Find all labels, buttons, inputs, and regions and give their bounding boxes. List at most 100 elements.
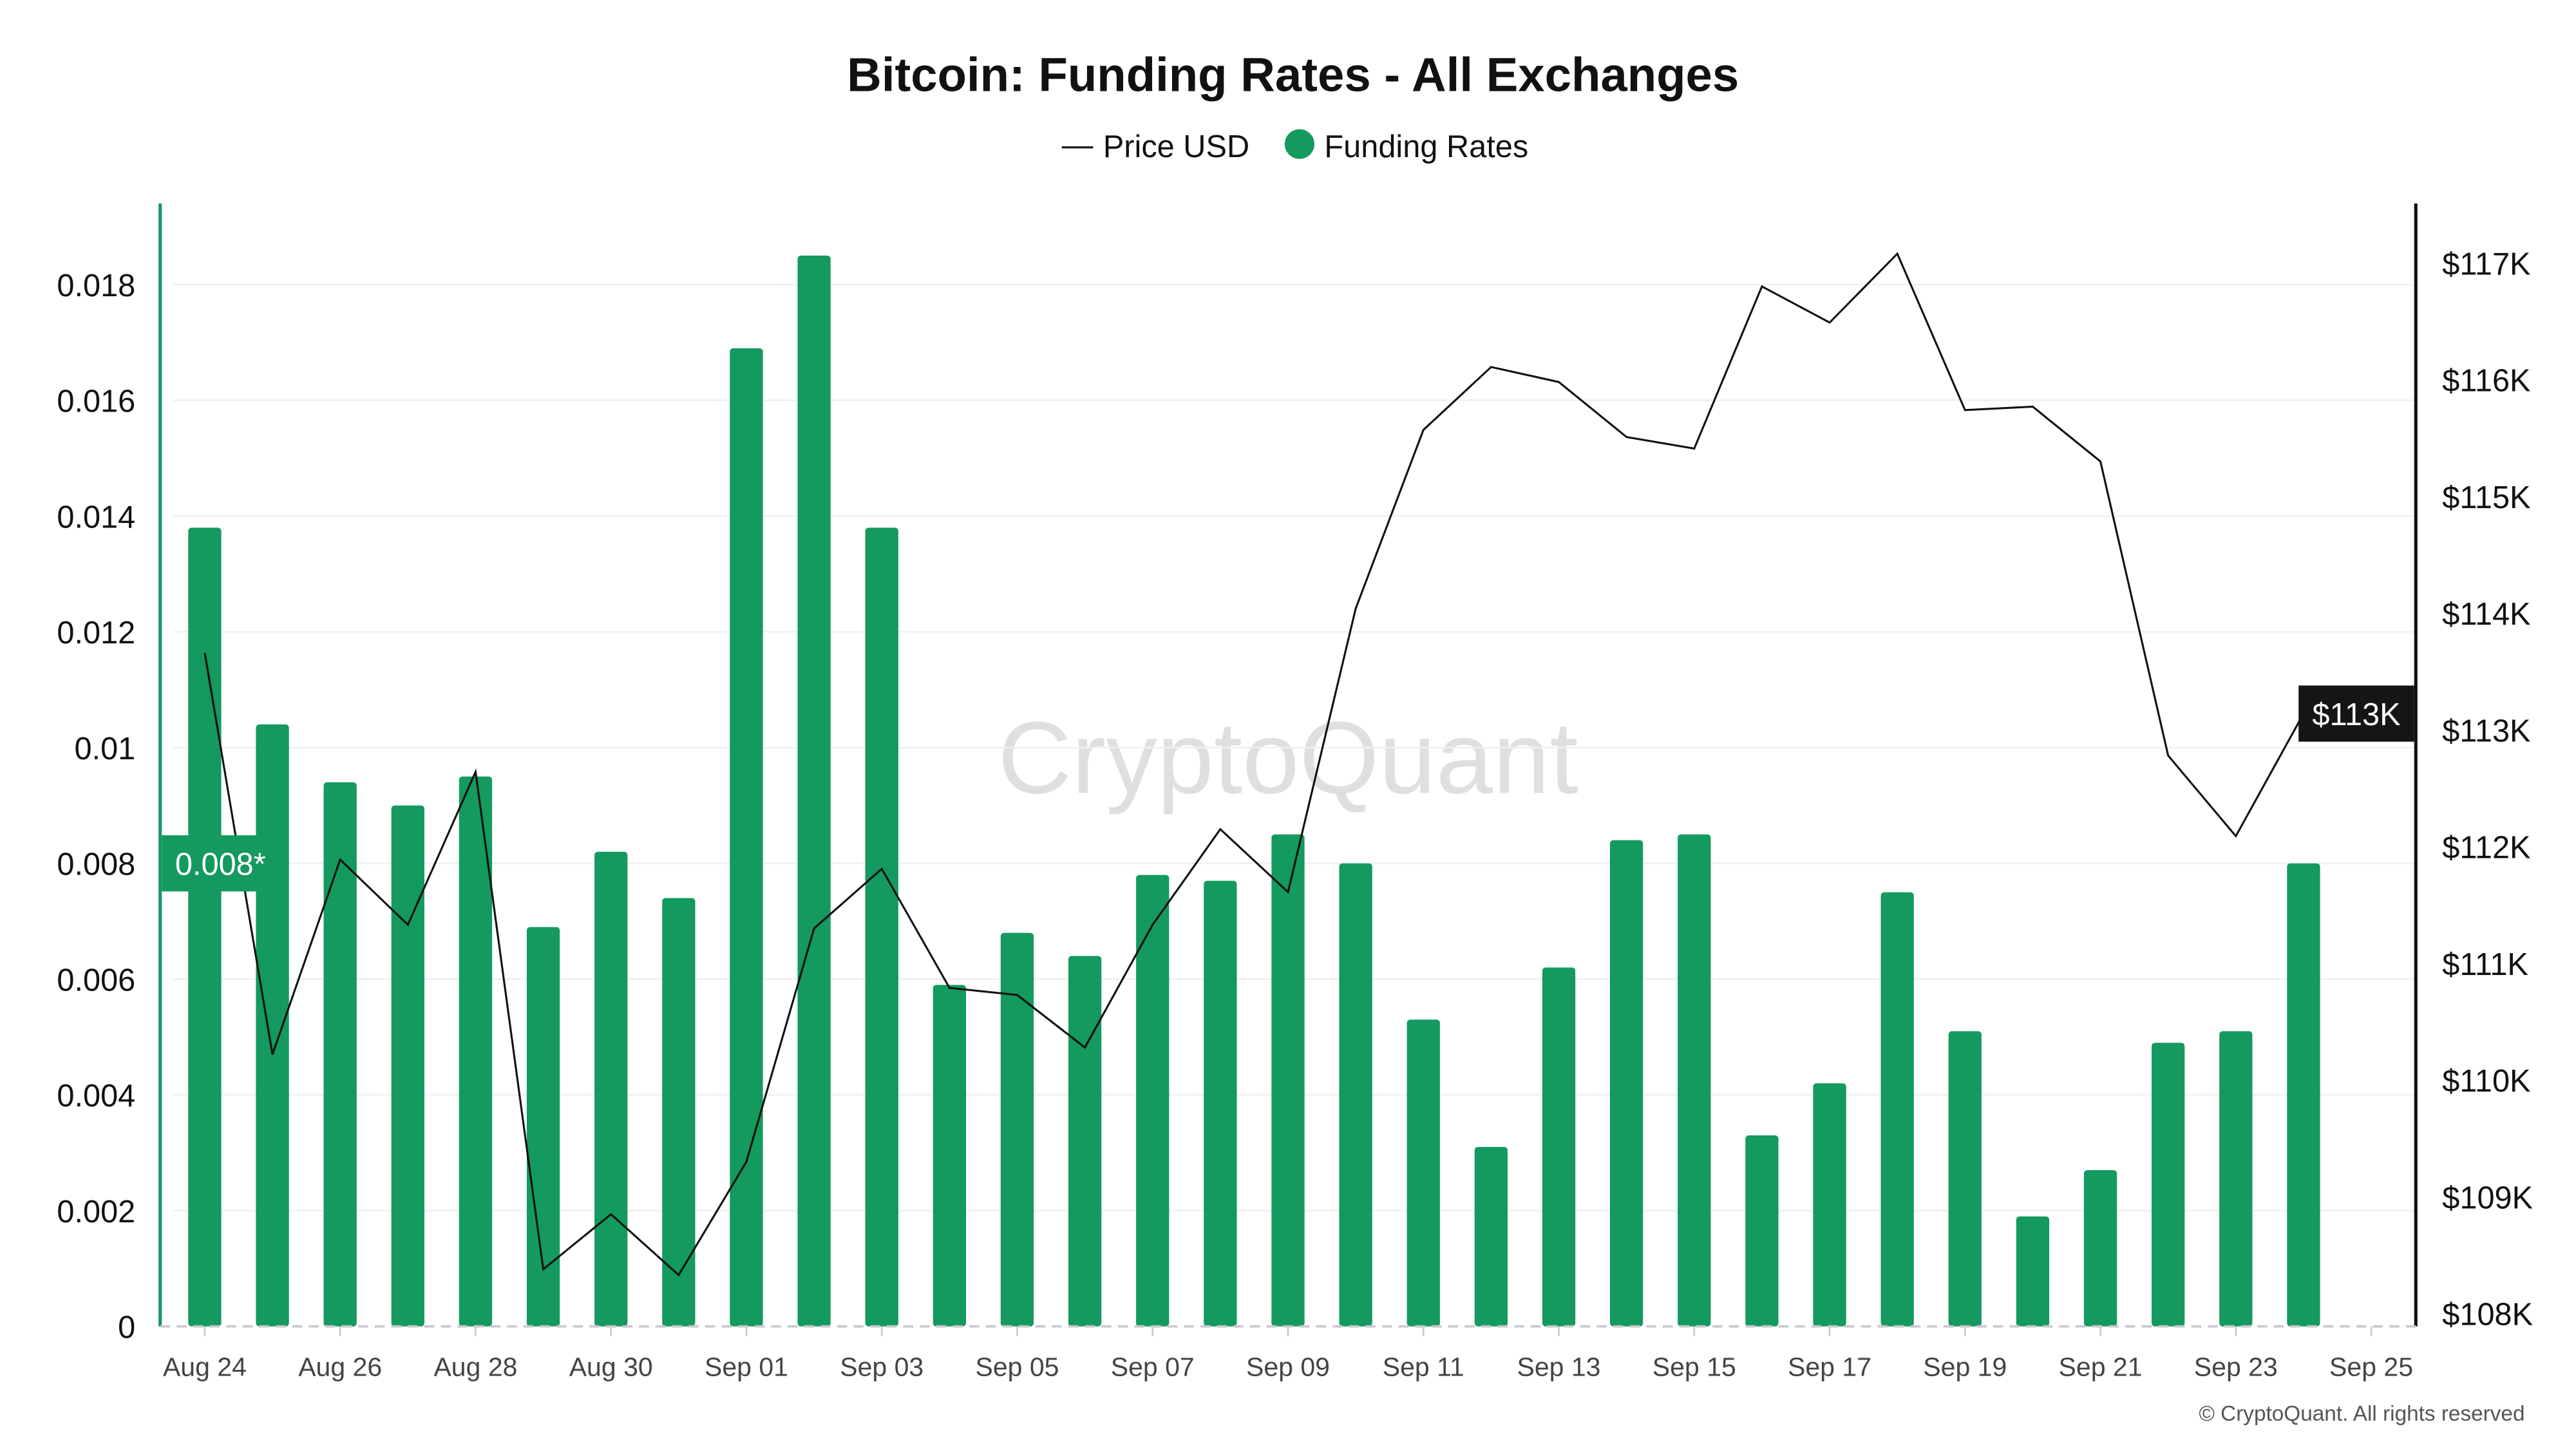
x-tick-label: Sep 11 <box>1383 1352 1464 1382</box>
price-point <box>272 1054 273 1055</box>
bar-sep-13 <box>1542 967 1576 1327</box>
right-tick-label: $113K <box>2442 714 2530 748</box>
current-funding-rate-badge <box>162 835 279 892</box>
watermark: CryptoQuant <box>998 700 1578 815</box>
bar-sep-11 <box>1406 1019 1440 1327</box>
price-point <box>1761 286 1763 287</box>
left-tick-label: 0.002 <box>57 1195 135 1229</box>
x-tick-label: Sep 19 <box>1923 1352 2007 1382</box>
right-tick-label: $108K <box>2442 1298 2533 1332</box>
x-tick-label: Sep 25 <box>2329 1352 2413 1382</box>
axes: 0 0.002 0.004 0.006 0.008 0.01 0.012 0.014 0.016… <box>57 204 2533 1382</box>
right-tick-label: $114K <box>2442 597 2530 632</box>
x-tick-label: Sep 05 <box>975 1352 1059 1382</box>
bar-sep-23 <box>2219 1031 2253 1327</box>
price-point <box>1017 994 1018 996</box>
price-point <box>2235 836 2237 837</box>
x-tick-label: Aug 26 <box>298 1352 382 1382</box>
current-price-badge <box>2298 685 2414 742</box>
x-tick-label: Aug 28 <box>433 1352 517 1382</box>
bar-aug-27 <box>391 805 424 1327</box>
x-tick-label: Sep 15 <box>1653 1352 1736 1382</box>
bar-aug-29 <box>526 927 560 1327</box>
legend-funding-label: Funding Rates <box>1324 129 1528 164</box>
bar-sep-01 <box>730 348 763 1327</box>
right-tick-label: $111K <box>2442 947 2528 982</box>
bar-sep-06 <box>1068 956 1102 1327</box>
right-tick-label: $112K <box>2442 831 2530 866</box>
x-tick-label: Sep 13 <box>1517 1352 1601 1382</box>
bar-aug-25 <box>256 724 289 1327</box>
bar-aug-26 <box>323 782 357 1327</box>
bar-aug-30 <box>594 851 628 1327</box>
bar-sep-18 <box>1880 892 1914 1327</box>
price-line <box>204 252 2305 1277</box>
x-tick-label: Sep 09 <box>1246 1352 1330 1382</box>
price-point <box>1491 366 1492 368</box>
legend-funding-dot-icon <box>1284 129 1315 159</box>
left-tick-label: 0.012 <box>57 616 135 650</box>
x-tick-label: Sep 07 <box>1111 1352 1195 1382</box>
legend-price-label: Price USD <box>1103 129 1249 164</box>
price-point <box>1287 892 1289 893</box>
x-tick-label: Sep 03 <box>840 1352 923 1382</box>
legend: Price USD Funding Rates <box>1061 129 1528 164</box>
bar-aug-24 <box>188 527 222 1327</box>
bar-sep-21 <box>2083 1170 2117 1327</box>
bar-sep-16 <box>1745 1135 1779 1327</box>
bar-sep-08 <box>1204 880 1237 1327</box>
x-tick-label: Aug 30 <box>569 1352 653 1382</box>
left-tick-label: 0.01 <box>74 732 135 766</box>
bar-sep-07 <box>1136 875 1170 1327</box>
bar-sep-22 <box>2152 1043 2185 1327</box>
bar-sep-03 <box>865 527 898 1327</box>
bar-aug-28 <box>459 776 493 1327</box>
price-point <box>1558 382 1559 383</box>
left-tick-label: 0.006 <box>57 963 135 998</box>
bar-sep-10 <box>1339 863 1372 1327</box>
price-point <box>1694 448 1695 449</box>
right-tick-label: $117K <box>2442 247 2530 281</box>
bar-sep-17 <box>1813 1083 1846 1327</box>
price-point <box>2100 461 2101 462</box>
left-tick-label: 0 <box>118 1311 135 1345</box>
x-tick-label: Sep 17 <box>1788 1352 1871 1382</box>
chart-title: Bitcoin: Funding Rates - All Exchanges <box>847 48 1739 102</box>
x-tick-label: Sep 21 <box>2059 1352 2143 1382</box>
current-funding-rate-label: 0.008* <box>175 848 266 882</box>
right-tick-label: $115K <box>2442 480 2530 515</box>
price-point <box>813 928 815 929</box>
price-point <box>949 987 950 989</box>
x-tick-label: Sep 01 <box>705 1352 788 1382</box>
copyright: © CryptoQuant. All rights reserved <box>2199 1402 2524 1426</box>
bar-sep-09 <box>1271 834 1305 1327</box>
bar-sep-05 <box>1000 933 1034 1327</box>
price-usd-line <box>204 252 2305 1277</box>
x-tick-label: Sep 23 <box>2194 1352 2278 1382</box>
price-point <box>2032 406 2033 407</box>
price-point <box>339 859 341 860</box>
right-tick-label: $110K <box>2442 1064 2530 1099</box>
bar-aug-31 <box>662 898 696 1327</box>
left-tick-label: 0.004 <box>57 1079 135 1113</box>
left-tick-label: 0.014 <box>57 500 135 535</box>
bar-sep-19 <box>1948 1031 1982 1327</box>
current-price-label: $113K <box>2312 697 2400 732</box>
left-tick-label: 0.018 <box>57 269 135 303</box>
bars <box>188 255 2320 1327</box>
bar-sep-20 <box>2016 1216 2050 1327</box>
price-point <box>543 1269 544 1270</box>
right-tick-label: $109K <box>2442 1180 2533 1215</box>
left-tick-label: 0.016 <box>57 384 135 419</box>
bar-sep-12 <box>1474 1147 1508 1327</box>
bar-sep-02 <box>797 255 831 1327</box>
bar-sep-15 <box>1678 834 1711 1327</box>
bar-sep-04 <box>933 985 966 1327</box>
price-point <box>1084 1047 1085 1048</box>
left-tick-label: 0.008 <box>57 848 135 882</box>
right-tick-label: $116K <box>2442 364 2530 399</box>
bar-sep-24 <box>2287 863 2320 1327</box>
bar-sep-14 <box>1610 840 1643 1327</box>
x-tick-label: Aug 24 <box>163 1352 247 1382</box>
